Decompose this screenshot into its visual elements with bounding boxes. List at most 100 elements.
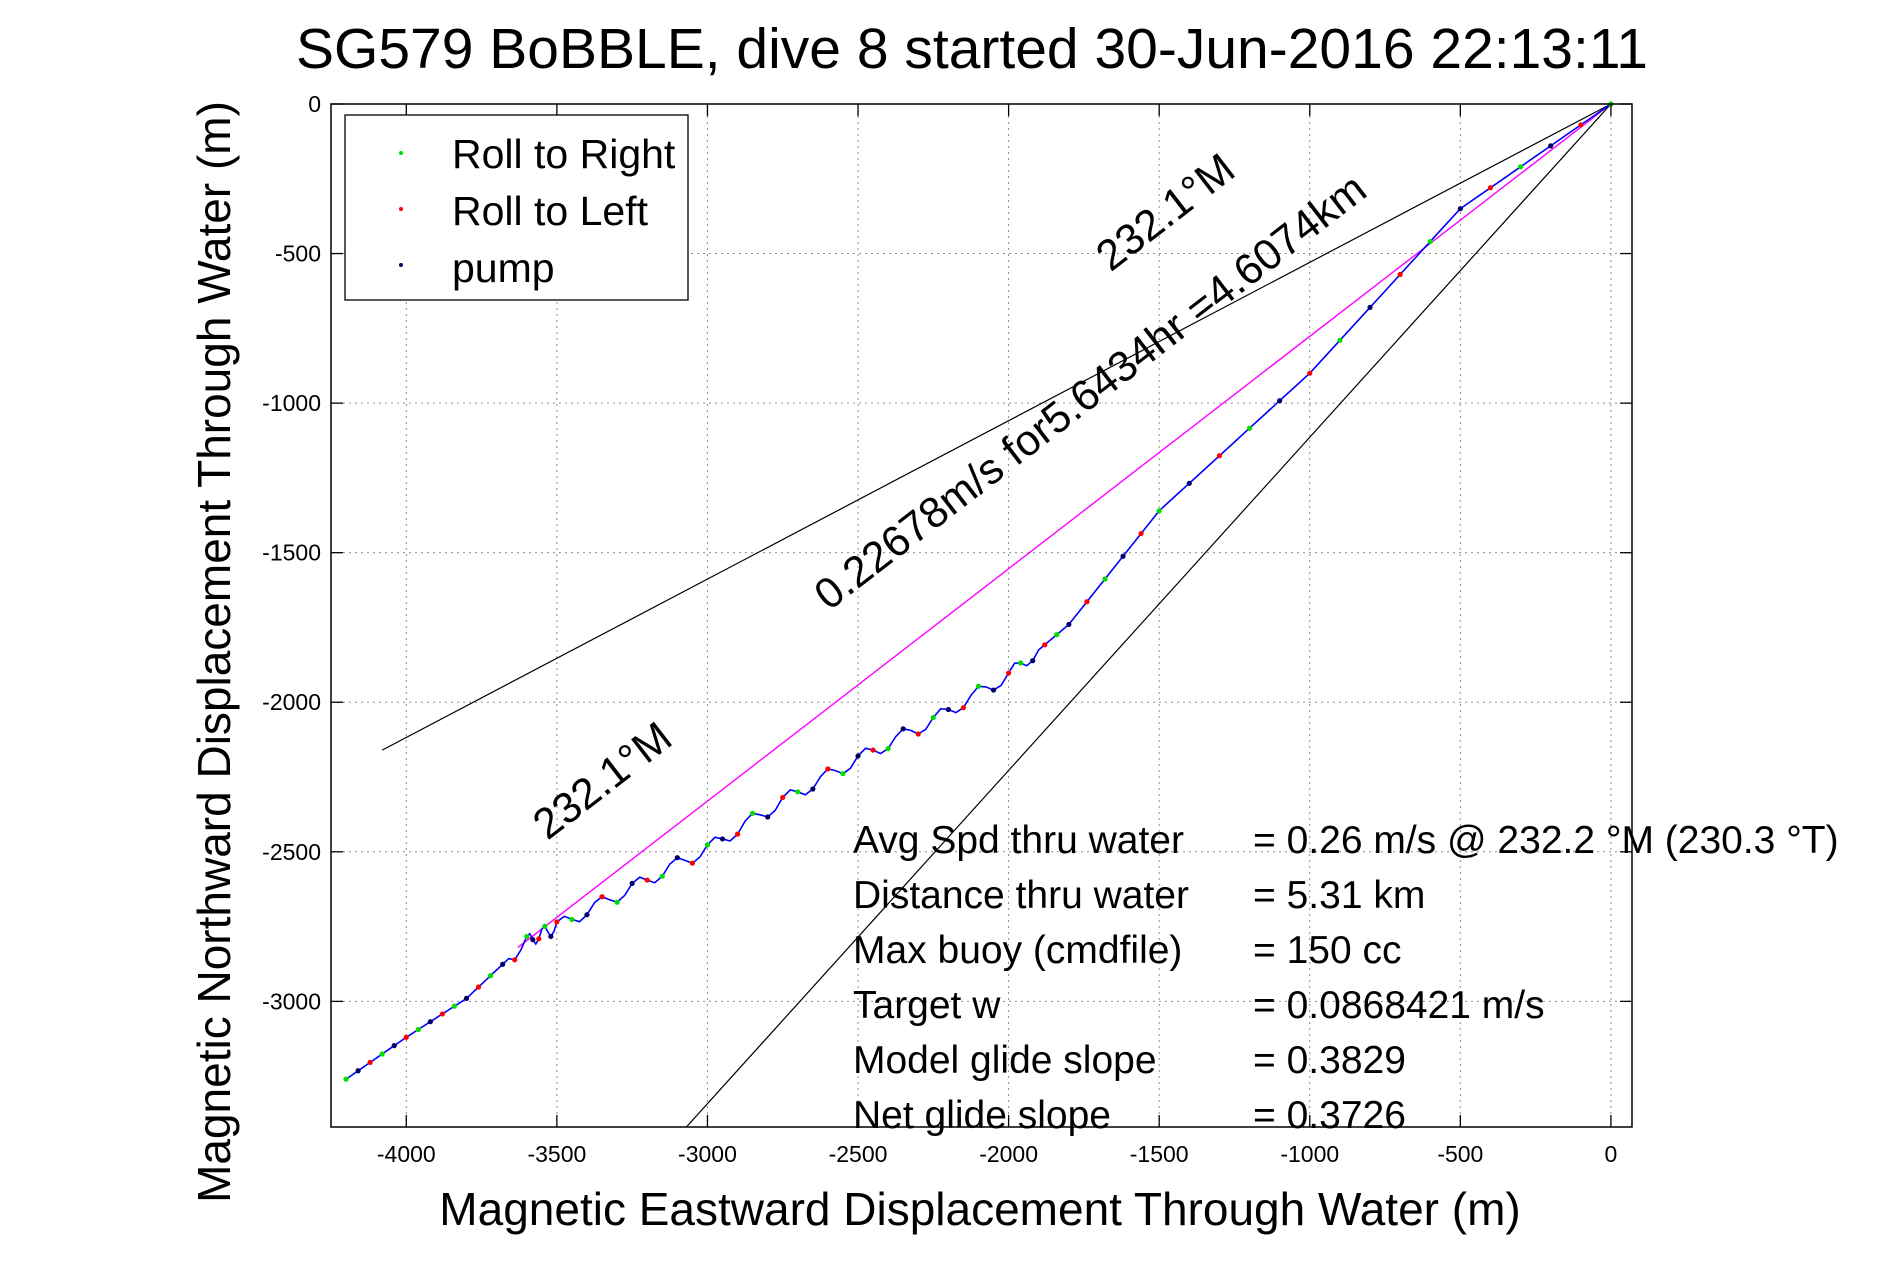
stat-label-target-w: Target w xyxy=(853,984,1001,1027)
x-tick-label: -2000 xyxy=(979,1141,1038,1167)
roll-right-marker xyxy=(524,933,530,940)
cone-lines xyxy=(381,103,1612,1127)
pump-marker xyxy=(1066,621,1072,628)
legend-marker-roll-left xyxy=(399,207,403,211)
roll-left-marker xyxy=(1487,185,1494,191)
pump-marker xyxy=(855,753,861,759)
roll-right-marker xyxy=(840,771,846,777)
roll-right-marker xyxy=(1102,576,1108,582)
heading-line xyxy=(517,103,1612,949)
stat-value-net-glide: = 0.3726 xyxy=(1253,1094,1406,1137)
roll-left-marker xyxy=(644,877,650,883)
pump-marker xyxy=(391,1043,397,1049)
roll-right-marker xyxy=(488,973,494,979)
cone-line-upper xyxy=(381,103,1612,751)
roll-left-marker xyxy=(367,1059,373,1065)
x-axis-title: Magnetic Eastward Displacement Through W… xyxy=(439,1183,1520,1235)
pump-marker xyxy=(900,726,906,732)
pump-marker xyxy=(548,933,554,940)
axes-frame xyxy=(330,103,1633,1128)
x-tick-label: 0 xyxy=(1605,1141,1618,1167)
roll-right-marker xyxy=(704,842,711,848)
legend-marker-roll-right xyxy=(399,151,403,155)
roll-right-marker xyxy=(795,789,801,795)
stat-label-distance: Distance thru water xyxy=(853,874,1189,917)
roll-left-marker xyxy=(1216,453,1223,459)
legend-label-roll-left: Roll to Left xyxy=(452,188,649,234)
roll-right-marker xyxy=(1156,508,1162,514)
roll-left-marker xyxy=(512,957,518,963)
x-tick-label: -2500 xyxy=(829,1141,888,1167)
roll-left-marker xyxy=(825,766,831,772)
y-tick-label: -1500 xyxy=(262,540,321,566)
roll-left-marker xyxy=(1397,271,1403,278)
pump-marker xyxy=(1367,304,1373,311)
y-tick-label: -2000 xyxy=(262,689,321,715)
roll-right-marker xyxy=(451,1003,458,1009)
pump-marker xyxy=(584,912,590,918)
roll-right-marker xyxy=(343,1076,349,1082)
pump-marker xyxy=(463,995,470,1001)
x-tick-label: -500 xyxy=(1437,1141,1483,1167)
roll-right-marker xyxy=(1018,660,1024,666)
roll-left-marker xyxy=(960,705,967,711)
roll-left-marker xyxy=(554,919,560,925)
pump-marker xyxy=(629,880,635,886)
legend-marker-pump xyxy=(399,263,403,267)
pump-marker xyxy=(427,1019,433,1025)
y-tick-label: 0 xyxy=(308,91,321,117)
pump-marker xyxy=(1277,398,1283,404)
roll-right-marker xyxy=(542,923,548,929)
roll-right-marker xyxy=(415,1026,421,1033)
pump-marker xyxy=(1030,658,1036,664)
roll-right-marker xyxy=(750,810,756,816)
pump-marker xyxy=(530,937,536,943)
pump-marker xyxy=(500,961,506,967)
x-tick-label: -1000 xyxy=(1280,1141,1339,1167)
pump-marker xyxy=(355,1068,361,1074)
pump-marker xyxy=(719,836,726,842)
roll-left-marker xyxy=(780,794,786,801)
roll-right-marker xyxy=(885,746,891,752)
roll-right-marker xyxy=(1246,425,1253,431)
roll-left-marker xyxy=(1307,370,1313,376)
glider-track xyxy=(345,103,1612,1080)
cone-line-lower xyxy=(685,104,1612,1127)
roll-left-marker xyxy=(1042,642,1048,648)
stat-label-model-glide: Model glide slope xyxy=(853,1039,1157,1082)
roll-left-marker xyxy=(1138,530,1144,537)
roll-right-marker xyxy=(1337,337,1343,343)
stat-value-max-buoy: = 150 cc xyxy=(1253,929,1402,972)
roll-left-marker xyxy=(439,1011,446,1017)
pump-marker xyxy=(674,855,680,861)
pump-marker xyxy=(1457,206,1463,212)
stat-label-avg-speed: Avg Spd thru water xyxy=(853,819,1184,862)
pump-marker xyxy=(765,814,771,820)
legend-label-roll-right: Roll to Right xyxy=(452,131,676,177)
y-tick-label: -1000 xyxy=(262,390,321,416)
y-axis-title: Magnetic Northward Displacement Through … xyxy=(188,101,240,1203)
roll-right-marker xyxy=(569,916,575,923)
roll-right-marker xyxy=(614,899,620,905)
stat-label-max-buoy: Max buoy (cmdfile) xyxy=(853,929,1182,972)
roll-right-marker xyxy=(975,683,982,689)
legend-label-pump: pump xyxy=(452,245,555,291)
roll-left-marker xyxy=(734,831,741,837)
pump-marker xyxy=(1186,480,1192,486)
stat-value-model-glide: = 0.3829 xyxy=(1253,1039,1406,1082)
y-tick-label: -500 xyxy=(275,241,321,267)
y-tick-label: -2500 xyxy=(262,839,321,865)
stat-value-distance: = 5.31 km xyxy=(1253,874,1425,917)
roll-right-marker xyxy=(1427,238,1433,245)
x-tick-label: -1500 xyxy=(1130,1141,1189,1167)
track-markers xyxy=(343,101,1614,1082)
pump-marker xyxy=(990,687,997,693)
roll-left-marker xyxy=(1084,599,1090,605)
roll-left-marker xyxy=(870,747,876,753)
roll-right-marker xyxy=(930,714,936,721)
roll-left-marker xyxy=(599,894,605,900)
x-tick-label: -3000 xyxy=(678,1141,737,1167)
roll-right-marker xyxy=(379,1051,385,1057)
stat-value-avg-speed: = 0.26 m/s @ 232.2 °M (230.3 °T) xyxy=(1253,819,1839,862)
